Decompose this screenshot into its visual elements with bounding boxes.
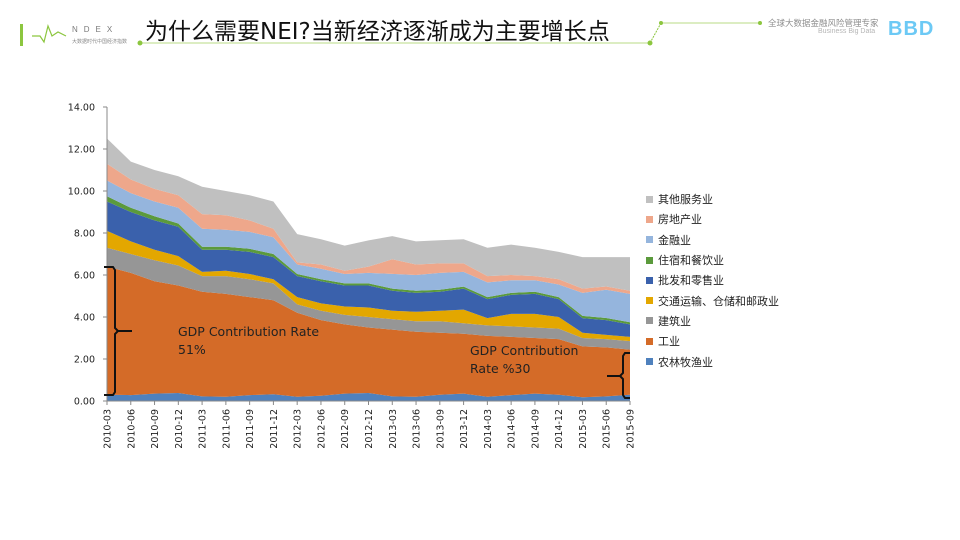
legend-swatch bbox=[646, 317, 653, 325]
x-tick-label: 2015-03 bbox=[578, 409, 589, 449]
y-tick-label: 0.00 bbox=[74, 397, 95, 408]
x-tick-label: 2013-12 bbox=[459, 409, 470, 449]
legend-item: 批发和零售业 bbox=[646, 270, 779, 290]
area-series-8 bbox=[107, 138, 630, 291]
brand-tagline-en: Business Big Data bbox=[818, 28, 876, 35]
annotation-right-line2: Rate %30 bbox=[470, 361, 531, 376]
x-tick-label: 2012-09 bbox=[340, 409, 351, 449]
bracket-right bbox=[607, 352, 630, 399]
x-tick-label: 2012-03 bbox=[293, 409, 304, 449]
index-logo-subtext: 大数据时代中国经济指数 bbox=[72, 39, 128, 45]
area-series-2 bbox=[107, 247, 630, 350]
legend-label: 金融业 bbox=[658, 233, 691, 247]
legend-label: 批发和零售业 bbox=[658, 274, 724, 288]
legend-item: 其他服务业 bbox=[646, 189, 779, 209]
legend-swatch bbox=[646, 215, 653, 223]
chart-areas bbox=[107, 138, 630, 401]
annotation-right: GDP Contribution Rate %30 bbox=[470, 342, 578, 378]
x-tick-label: 2012-12 bbox=[364, 409, 375, 449]
legend-item: 农林牧渔业 bbox=[646, 351, 779, 371]
chart-axes: 0.00 2.00 4.00 6.00 8.00 10.00 12.00 14.00 2010-… bbox=[68, 103, 637, 449]
legend-swatch bbox=[646, 236, 653, 244]
legend-item: 交通运输、仓储和邮政业 bbox=[646, 290, 779, 310]
legend-swatch bbox=[646, 358, 653, 366]
x-tick-label: 2013-03 bbox=[388, 409, 399, 449]
brand-logo: BBD bbox=[888, 18, 935, 40]
legend-item: 工业 bbox=[646, 331, 779, 351]
x-tick-label: 2015-06 bbox=[602, 409, 613, 449]
area-series-1 bbox=[107, 266, 630, 398]
x-tick-label: 2010-03 bbox=[103, 409, 114, 449]
legend-swatch bbox=[646, 337, 653, 345]
page-title: 为什么需要NEI?当新经济逐渐成为主要增长点 bbox=[145, 19, 610, 45]
legend-label: 房地产业 bbox=[658, 213, 702, 227]
brand-tagline: 全球大数据金融风险管理专家 bbox=[768, 19, 879, 29]
x-tick-label: 2012-06 bbox=[316, 409, 327, 449]
area-series-3 bbox=[107, 230, 630, 342]
index-logo-text: NDEX bbox=[72, 25, 119, 34]
annotation-left-line1: GDP Contribution Rate bbox=[178, 324, 320, 339]
x-tick-label: 2011-06 bbox=[221, 409, 232, 449]
annotation-left-line2: 51% bbox=[178, 342, 206, 357]
x-tick-label: 2014-09 bbox=[530, 409, 541, 449]
legend-swatch bbox=[646, 297, 653, 305]
legend-label: 交通运输、仓储和邮政业 bbox=[658, 294, 779, 308]
legend-item: 建筑业 bbox=[646, 311, 779, 331]
y-tick-label: 4.00 bbox=[74, 313, 95, 324]
x-tick-label: 2010-09 bbox=[150, 409, 161, 449]
x-tick-label: 2010-12 bbox=[174, 409, 185, 449]
y-tick-label: 12.00 bbox=[68, 145, 95, 156]
legend-label: 建筑业 bbox=[658, 314, 691, 328]
area-series-0 bbox=[107, 393, 630, 401]
x-tick-label: 2011-12 bbox=[269, 409, 280, 449]
legend-label: 工业 bbox=[658, 335, 680, 349]
legend-label: 住宿和餐饮业 bbox=[658, 254, 724, 268]
x-tick-label: 2011-03 bbox=[198, 409, 209, 449]
x-tick-label: 2010-06 bbox=[126, 409, 137, 449]
chart-legend: 其他服务业房地产业金融业住宿和餐饮业 批发和零售业交通运输、仓储和邮政业 建筑业工业… bbox=[646, 189, 779, 372]
x-tick-label: 2011-09 bbox=[245, 409, 256, 449]
y-tick-label: 2.00 bbox=[74, 355, 95, 366]
legend-item: 房地产业 bbox=[646, 209, 779, 229]
header-accent-bar bbox=[20, 24, 23, 46]
y-tick-label: 10.00 bbox=[68, 187, 95, 198]
legend-swatch bbox=[646, 195, 653, 203]
legend-label: 农林牧渔业 bbox=[658, 355, 713, 369]
legend-swatch bbox=[646, 276, 653, 284]
legend-item: 金融业 bbox=[646, 230, 779, 250]
x-tick-label: 2013-06 bbox=[412, 409, 423, 449]
legend-item: 住宿和餐饮业 bbox=[646, 250, 779, 270]
x-tick-label: 2014-12 bbox=[554, 409, 565, 449]
y-tick-label: 14.00 bbox=[68, 103, 95, 114]
annotation-left: GDP Contribution Rate 51% bbox=[178, 323, 319, 359]
legend-label: 其他服务业 bbox=[658, 193, 713, 207]
bracket-left bbox=[104, 266, 132, 396]
x-tick-label: 2014-03 bbox=[483, 409, 494, 449]
legend-swatch bbox=[646, 256, 653, 264]
pulse-logo-icon bbox=[32, 24, 67, 44]
y-tick-label: 6.00 bbox=[74, 271, 95, 282]
annotation-brackets bbox=[104, 266, 630, 399]
area-series-7 bbox=[107, 163, 630, 294]
x-tick-label: 2013-09 bbox=[435, 409, 446, 449]
x-tick-label: 2015-09 bbox=[626, 409, 637, 449]
area-series-6 bbox=[107, 180, 630, 323]
area-series-4 bbox=[107, 201, 630, 337]
annotation-right-line1: GDP Contribution bbox=[470, 343, 579, 358]
header-decor-lines bbox=[137, 21, 762, 46]
x-tick-label: 2014-06 bbox=[507, 409, 518, 449]
y-tick-label: 8.00 bbox=[74, 229, 95, 240]
